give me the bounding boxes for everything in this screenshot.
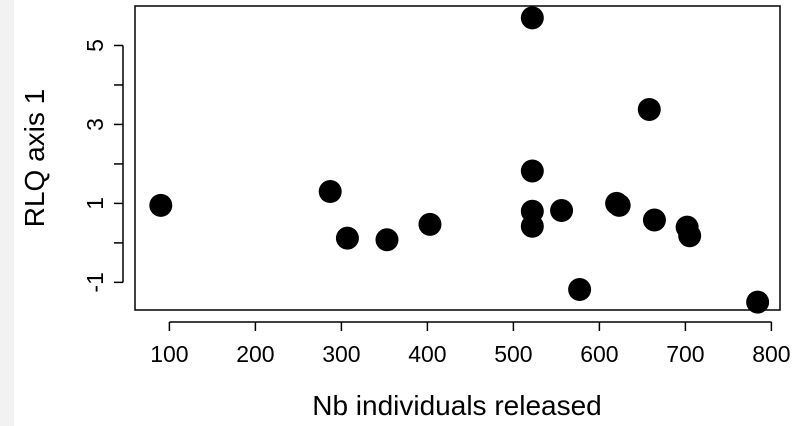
data-point-5 xyxy=(418,212,442,236)
y-tick-label-3: 3 xyxy=(82,118,108,131)
y-axis: -1 1 3 5 xyxy=(82,39,124,293)
left-margin-strip xyxy=(0,0,14,426)
data-point-10 xyxy=(550,199,574,223)
y-axis-title: RLQ axis 1 xyxy=(19,89,50,228)
x-tick-label-500: 500 xyxy=(494,341,532,367)
data-point-6 xyxy=(520,6,544,30)
x-tick-label-300: 300 xyxy=(322,341,360,367)
data-point-15 xyxy=(642,208,666,232)
data-point-18 xyxy=(746,290,770,314)
data-point-14 xyxy=(637,97,661,121)
data-point-7 xyxy=(520,159,544,183)
data-point-2 xyxy=(318,180,342,204)
data-point-4 xyxy=(375,228,399,252)
data-point-1 xyxy=(149,193,173,217)
x-axis-title: Nb individuals released xyxy=(312,390,602,421)
x-tick-label-600: 600 xyxy=(580,341,618,367)
x-axis: 100 200 300 400 500 600 700 800 xyxy=(150,321,791,367)
data-point-3 xyxy=(335,226,359,250)
y-tick-label--1: -1 xyxy=(82,272,108,292)
y-tick-label-5: 5 xyxy=(82,39,108,52)
x-tick-label-200: 200 xyxy=(236,341,274,367)
x-tick-label-800: 800 xyxy=(752,341,790,367)
x-tick-label-400: 400 xyxy=(408,341,446,367)
x-tick-label-700: 700 xyxy=(666,341,704,367)
data-point-13 xyxy=(607,193,631,217)
plot-area-border xyxy=(134,5,781,311)
data-point-11 xyxy=(568,277,592,301)
x-tick-label-100: 100 xyxy=(150,341,188,367)
data-point-9 xyxy=(520,214,544,238)
data-point-17 xyxy=(678,224,702,248)
y-tick-label-1: 1 xyxy=(82,197,108,210)
data-points xyxy=(149,6,770,314)
